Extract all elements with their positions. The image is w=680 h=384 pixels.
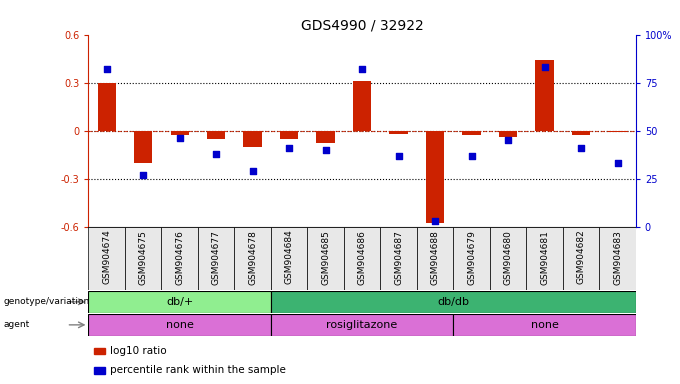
FancyBboxPatch shape <box>235 227 271 290</box>
Point <box>393 152 404 159</box>
Point <box>503 137 513 143</box>
Bar <box>207 131 225 139</box>
Bar <box>462 131 481 136</box>
Bar <box>171 131 189 136</box>
Text: GSM904687: GSM904687 <box>394 230 403 285</box>
Text: genotype/variation: genotype/variation <box>3 297 90 306</box>
Text: GSM904686: GSM904686 <box>358 230 367 285</box>
Text: GSM904677: GSM904677 <box>211 230 220 285</box>
FancyBboxPatch shape <box>161 227 198 290</box>
Text: none: none <box>166 320 194 330</box>
Text: percentile rank within the sample: percentile rank within the sample <box>110 365 286 375</box>
Text: GSM904684: GSM904684 <box>285 230 294 285</box>
Point <box>320 147 331 153</box>
FancyBboxPatch shape <box>563 227 599 290</box>
FancyBboxPatch shape <box>271 227 307 290</box>
Bar <box>134 131 152 162</box>
Text: GSM904683: GSM904683 <box>613 230 622 285</box>
FancyBboxPatch shape <box>198 227 235 290</box>
FancyBboxPatch shape <box>454 314 636 336</box>
Text: agent: agent <box>3 320 30 329</box>
Text: GSM904674: GSM904674 <box>102 230 111 285</box>
Point <box>466 152 477 159</box>
Point <box>575 145 586 151</box>
Text: none: none <box>530 320 558 330</box>
FancyBboxPatch shape <box>271 314 454 336</box>
Bar <box>390 131 408 134</box>
FancyBboxPatch shape <box>271 291 636 313</box>
Bar <box>97 83 116 131</box>
Text: GSM904682: GSM904682 <box>577 230 585 285</box>
Title: GDS4990 / 32922: GDS4990 / 32922 <box>301 18 424 32</box>
FancyBboxPatch shape <box>599 227 636 290</box>
Bar <box>609 131 627 132</box>
Point <box>174 135 185 141</box>
Text: GSM904675: GSM904675 <box>139 230 148 285</box>
Point <box>284 145 294 151</box>
Point <box>248 168 258 174</box>
Text: GSM904676: GSM904676 <box>175 230 184 285</box>
Text: GSM904678: GSM904678 <box>248 230 257 285</box>
FancyBboxPatch shape <box>490 227 526 290</box>
Bar <box>94 367 105 374</box>
FancyBboxPatch shape <box>88 314 271 336</box>
Bar <box>499 131 517 137</box>
Point <box>101 66 112 72</box>
Text: GSM904681: GSM904681 <box>540 230 549 285</box>
FancyBboxPatch shape <box>454 227 490 290</box>
Point <box>539 64 550 70</box>
FancyBboxPatch shape <box>344 227 380 290</box>
Text: GSM904680: GSM904680 <box>504 230 513 285</box>
Text: GSM904685: GSM904685 <box>321 230 330 285</box>
Bar <box>243 131 262 147</box>
Point <box>430 218 441 224</box>
Point <box>356 66 367 72</box>
FancyBboxPatch shape <box>526 227 563 290</box>
Bar <box>535 60 554 131</box>
Bar <box>353 81 371 131</box>
Text: db/+: db/+ <box>166 297 193 307</box>
FancyBboxPatch shape <box>88 291 271 313</box>
Text: log10 ratio: log10 ratio <box>110 346 167 356</box>
FancyBboxPatch shape <box>88 227 125 290</box>
Bar <box>426 131 444 223</box>
Bar <box>280 131 299 139</box>
FancyBboxPatch shape <box>307 227 344 290</box>
FancyBboxPatch shape <box>125 227 161 290</box>
Point <box>137 172 149 178</box>
FancyBboxPatch shape <box>380 227 417 290</box>
Bar <box>316 131 335 143</box>
Text: rosiglitazone: rosiglitazone <box>326 320 398 330</box>
Bar <box>94 348 105 354</box>
Point <box>612 160 623 166</box>
Bar <box>572 131 590 136</box>
Point <box>211 151 222 157</box>
Text: db/db: db/db <box>437 297 469 307</box>
Text: GSM904679: GSM904679 <box>467 230 476 285</box>
Text: GSM904688: GSM904688 <box>430 230 439 285</box>
FancyBboxPatch shape <box>417 227 454 290</box>
